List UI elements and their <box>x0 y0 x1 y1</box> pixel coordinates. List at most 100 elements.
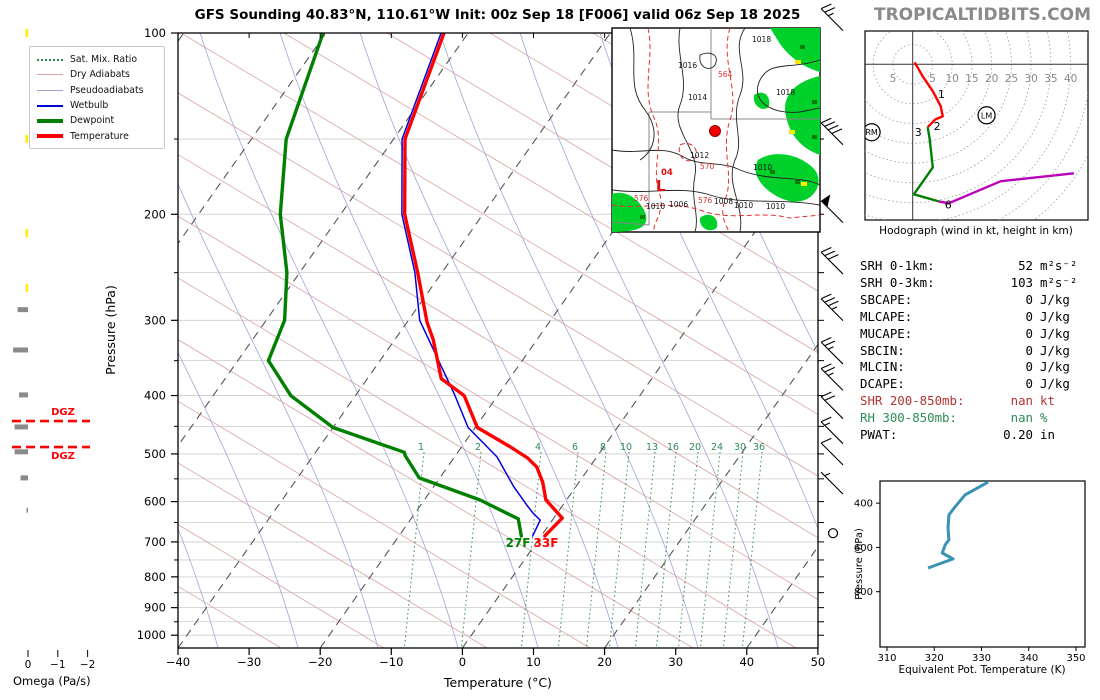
wind-barb-icon <box>820 337 844 365</box>
mixing-ratio-line <box>520 451 542 648</box>
temperature-tick-label: −30 <box>237 655 261 669</box>
dgz-label: DGZ <box>51 451 75 462</box>
page-title: GFS Sounding 40.83°N, 110.61°W Init: 00z… <box>194 7 801 23</box>
map-label: 1008 <box>714 197 733 206</box>
precip-shading <box>755 154 819 202</box>
hodograph-ring-label: 20 <box>985 73 998 85</box>
omega-bar <box>14 424 28 430</box>
index-unit: in <box>1040 427 1055 443</box>
pseudoadiabat-line <box>279 33 539 648</box>
mixing-ratio-line <box>741 451 763 648</box>
mixing-ratio-line <box>608 451 630 648</box>
wind-barb-icon <box>820 437 844 466</box>
index-row: MLCAPE: 0 J/kg <box>860 309 1096 326</box>
mixing-ratio-label: 8 <box>600 442 606 453</box>
mslp-contour <box>629 28 655 161</box>
pseudoadiabat-line <box>178 183 379 648</box>
mixing-ratio-label: 20 <box>689 442 701 453</box>
index-value: 103 <box>1010 274 1033 290</box>
index-row: SRH 0-3km: 103 m²s⁻² <box>860 275 1096 292</box>
temperature-tick-label: 0 <box>459 655 466 669</box>
thickness-contour <box>722 28 734 232</box>
map-label: 1018 <box>752 35 771 44</box>
pressure-tick-label: 400 <box>144 389 166 403</box>
wind-barb-icon <box>820 117 844 146</box>
index-label: SRH 0-1km: <box>860 258 935 273</box>
index-row: SRH 0-1km: 52 m²s⁻² <box>860 258 1096 275</box>
pressure-tick-label: 100 <box>144 26 166 40</box>
index-row: SHR 200-850mb: nan kt <box>860 393 1096 410</box>
skewt-frame <box>177 32 819 649</box>
mixing-ratio-line <box>403 451 425 648</box>
map-label: 1012 <box>690 151 709 160</box>
mixing-ratio-label: 13 <box>646 442 658 453</box>
x-axis-title: Temperature (°C) <box>443 675 552 690</box>
omega-bar <box>19 392 28 398</box>
legend-line-sample <box>37 134 63 139</box>
index-unit: % <box>1040 410 1048 426</box>
dgz-label: DGZ <box>51 407 75 418</box>
precip-shading <box>785 76 820 155</box>
wind-barb-icon <box>820 293 844 322</box>
theta-e-temp-tick: 350 <box>1066 653 1085 664</box>
mixing-ratio-line <box>722 451 744 648</box>
pressure-tick-label: 1000 <box>137 628 166 642</box>
legend-line-sample <box>37 118 63 123</box>
theta-e-temp-tick: 310 <box>877 653 896 664</box>
hodograph-ring-label: 15 <box>965 73 978 85</box>
legend-item-label: Sat. Mix. Ratio <box>70 54 138 66</box>
hodograph-height-label: 3 <box>915 126 922 139</box>
index-row: SBCIN: 0 J/kg <box>860 343 1096 360</box>
dry-adiabat-line <box>178 400 591 648</box>
omega-tick-label: 0 <box>25 659 32 671</box>
legend-item-label: Dewpoint <box>70 115 115 127</box>
mixing-ratio-label: 16 <box>667 442 679 453</box>
pseudoadiabat-line <box>519 33 779 648</box>
theta-e-pressure-tick: 600 <box>854 543 873 554</box>
mixing-ratio-line <box>699 451 721 648</box>
wind-barb-icon <box>820 416 844 445</box>
temperature-tick-label: 10 <box>526 655 541 669</box>
temperature-tick-label: 30 <box>668 655 683 669</box>
wind-barb-icon <box>820 363 844 391</box>
index-value: 0 <box>1025 325 1033 341</box>
omega-bar <box>20 475 28 481</box>
y-axis-title: Pressure (hPa) <box>103 285 118 375</box>
legend-item-label: Pseudoadiabats <box>70 84 144 96</box>
hodograph-ring-label: 35 <box>1044 73 1057 85</box>
map-label: 1014 <box>688 93 707 102</box>
wind-barb-icon <box>820 391 844 420</box>
theta-e-temp-tick: 330 <box>972 653 991 664</box>
legend-item: Temperature <box>37 128 158 143</box>
pseudoadiabat-line <box>199 33 459 648</box>
storm-motion-label: LM <box>981 111 992 120</box>
index-row: MLCIN: 0 J/kg <box>860 359 1096 376</box>
mslp-contour <box>612 189 820 206</box>
index-row: DCAPE: 0 J/kg <box>860 376 1096 393</box>
index-unit: kt <box>1040 393 1055 409</box>
pseudoadiabat-line <box>359 33 619 648</box>
index-label: RH 300-850mb: <box>860 410 957 426</box>
omega-yellow-mark <box>25 229 29 238</box>
legend-line-sample <box>37 89 63 91</box>
wetbulb-curve <box>401 33 541 537</box>
pressure-tick-label: 900 <box>144 601 166 615</box>
omega-yellow-mark <box>25 283 29 292</box>
hodograph-trace-6km+ <box>938 172 1075 205</box>
state-border <box>612 221 650 226</box>
map-label: 1006 <box>669 200 688 209</box>
thickness-contour <box>647 28 662 232</box>
hodograph-caption: Hodograph (wind in kt, height in km) <box>879 225 1073 237</box>
theta-e-temp-tick: 340 <box>1019 653 1038 664</box>
index-value: 0.20 <box>1003 427 1033 443</box>
surface-dewpoint-label: 27F <box>506 536 531 550</box>
dry-adiabat-line <box>178 524 385 648</box>
legend-item-label: Wetbulb <box>70 100 109 112</box>
wind-barb-icon <box>820 247 844 275</box>
index-row: RH 300-850mb: nan% <box>860 410 1096 427</box>
storm-motion-label: RM <box>865 128 878 137</box>
hodograph-height-label: 6 <box>945 198 952 211</box>
index-label: MLCIN: <box>860 359 905 375</box>
index-value: 0 <box>1025 308 1033 324</box>
dry-adiabat-line <box>178 277 797 648</box>
